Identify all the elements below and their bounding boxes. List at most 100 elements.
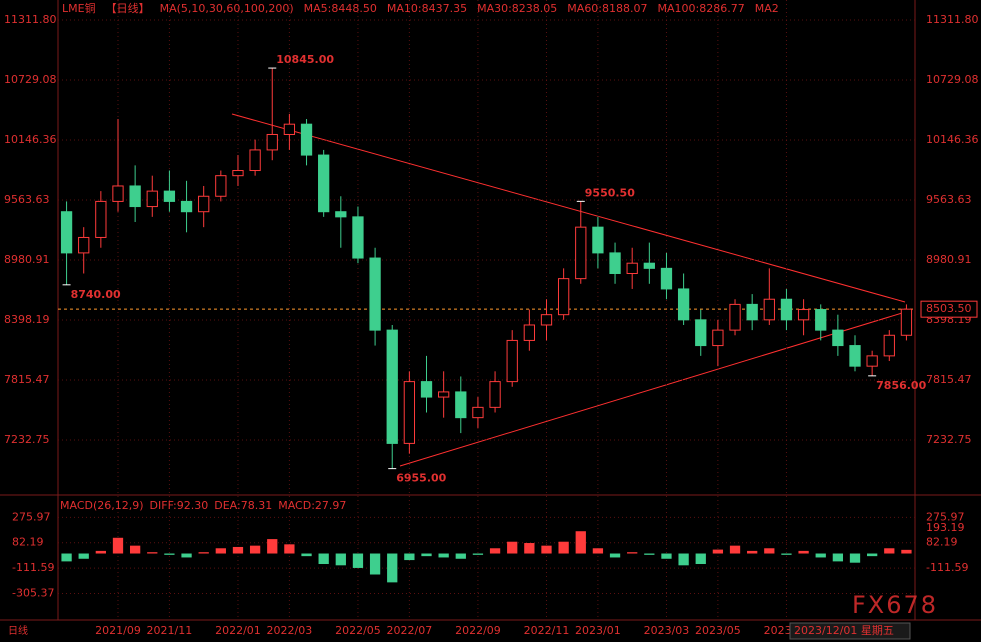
candle-body [249,149,261,172]
macd-bar [747,550,758,554]
candle-body [420,381,433,398]
annotation-label: 6955.00 [396,472,446,485]
candle-body [283,123,296,135]
macd-bar [369,553,381,575]
macd-bar [558,541,569,554]
legend-item: MA(5,10,30,60,100,200) [160,2,294,15]
candle-body [78,236,90,254]
macd-bar [335,553,346,566]
macd-current-value: 193.19 [926,521,965,534]
y-tick-label: 9563.63 [4,193,50,206]
legend-item: LME铜 [62,1,96,15]
y-tick-label: 275.97 [12,510,51,523]
legend-item: MA100:8286.77 [658,2,745,15]
candle-body [540,314,553,326]
candle-body [335,211,347,218]
macd-bar [181,553,192,558]
macd-bar [541,545,552,554]
candle-body [780,298,793,321]
legend-item: 【日线】 [106,1,150,15]
macd-bar [249,545,261,554]
macd-bar [438,553,449,558]
y2-tick-label: 82.19 [926,536,958,549]
macd-bar [729,545,741,554]
y-tick-label: 11311.80 [4,13,57,26]
y-tick-label: 7815.47 [4,373,50,386]
candle-body [438,391,450,398]
macd-bar [609,553,621,558]
candle-body [112,185,124,202]
candle-body [523,324,535,341]
macd-bar [849,553,861,563]
x-tick-label: 2022/09 [455,624,501,637]
x-tick-label: 2022/11 [524,624,570,637]
macd-bar [387,553,398,583]
candle-body [180,200,193,213]
y-tick-label: 10729.08 [4,73,57,86]
candle-body [403,381,416,444]
x-tick-label: 2023/05 [695,624,741,637]
y2-tick-label: 7232.75 [926,433,972,446]
macd-bar [301,553,312,557]
candle-body [232,170,244,177]
candle-body [60,211,73,254]
y2-tick-label: 7815.47 [926,373,972,386]
macd-legend-item: DIFF:92.30 [150,499,209,512]
x-tick-label: 2022/05 [335,624,381,637]
macd-bar [472,553,484,555]
candle-body [557,278,570,316]
candle-body [163,190,176,202]
candle-body [763,298,775,321]
tab-label[interactable]: 日线 [8,624,28,637]
annotation-label: 8740.00 [71,288,121,301]
macd-bar [575,531,586,554]
macd-bar [129,545,141,554]
candle-body [660,267,673,290]
legend-item: MA10:8437.35 [387,2,467,15]
candle-body [386,329,398,444]
macd-bar [318,553,329,565]
candle-body [455,391,467,419]
candle-body [592,226,604,254]
macd-bar [781,553,792,555]
macd-bar [644,553,655,555]
macd-bar [832,553,844,562]
macd-bar [884,548,895,554]
macd-bar [95,550,106,554]
candle-body [695,319,707,347]
macd-bar [627,552,638,554]
macd-bar [695,553,706,565]
candle-body [575,226,587,280]
macd-bar [867,553,878,557]
candle-body [677,288,690,321]
macd-bar [232,546,244,554]
candle-body [609,252,621,274]
candle-body [215,175,227,197]
macd-bar [592,548,604,554]
macd-bar [815,553,826,558]
candle-body [797,309,810,321]
candle-body [318,154,330,213]
x-tick-label: 2022/03 [267,624,313,637]
macd-title: MACD(26,12,9) [60,499,144,512]
cursor-label: 2023/12/01 星期五 [794,624,894,637]
macd-bar [507,541,518,554]
macd-bar [798,550,809,554]
candle-body [472,406,484,419]
legend-item: MA60:8188.07 [567,2,647,15]
macd-bar [404,553,415,561]
annotation-label: 10845.00 [276,53,334,66]
macd-bar [352,553,364,568]
macd-bar [215,548,226,554]
y2-tick-label: 275.97 [926,510,965,523]
candle-body [626,262,638,274]
candle-body [369,257,381,331]
y-tick-label: 82.19 [12,536,44,549]
macd-bar [78,553,89,559]
macd-bar [284,544,295,554]
candle-body [95,200,107,238]
macd-legend-item: DEA:78.31 [214,499,272,512]
macd-bar [901,549,912,554]
macd-bar [524,543,535,554]
